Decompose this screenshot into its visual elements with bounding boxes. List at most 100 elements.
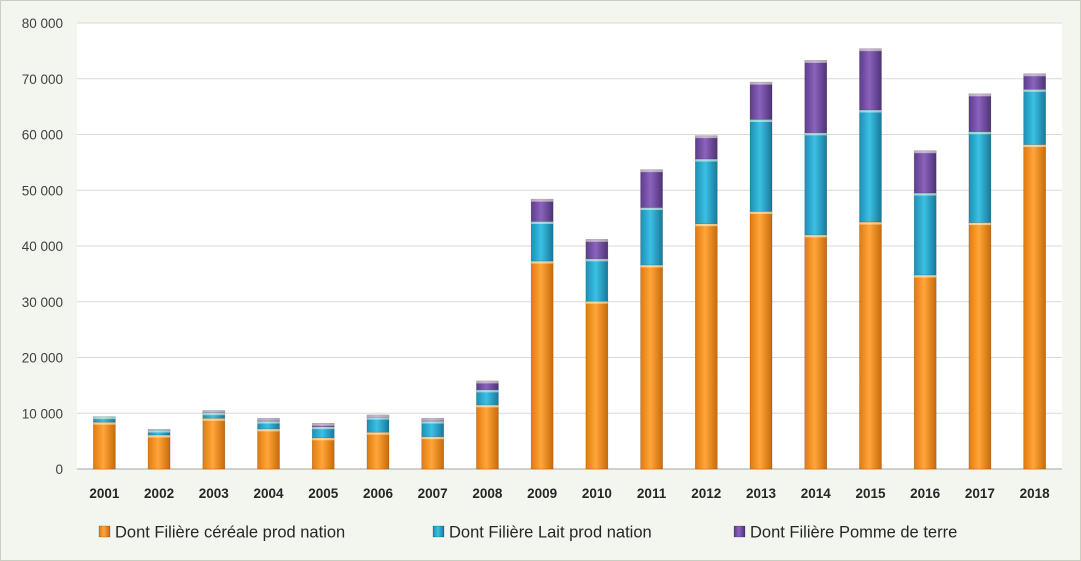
bar-segment-cap: [366, 432, 389, 435]
bar-segment-cap: [859, 109, 882, 113]
bar-segment-cap: [421, 418, 444, 421]
bar-stack-2012: [695, 135, 718, 470]
bar-segment-cap: [968, 131, 991, 135]
legend-item-3: Dont Filière Pomme de terre: [733, 524, 957, 542]
bar-segment-series-1-2012: [695, 223, 718, 470]
bar-stack-2007: [421, 417, 444, 470]
bar-segment-cap: [695, 135, 718, 139]
bar-stack-2010: [585, 239, 609, 470]
bar-segment-cap: [312, 426, 335, 430]
bars: [93, 48, 1046, 470]
bar-segment-cap: [968, 222, 991, 226]
bar-segment-cap: [531, 199, 554, 202]
bar-segment-series-1-2016: [913, 274, 937, 470]
y-tick-label: 0: [55, 462, 63, 477]
legend-swatch: [733, 525, 746, 538]
legend: Dont Filière céréale prod nation Dont Fil…: [98, 524, 957, 542]
bar-segment-cap: [312, 437, 335, 441]
bar-segment-cap: [257, 421, 280, 424]
bar-stack-2016: [913, 150, 937, 470]
x-tick-label: 2006: [363, 486, 394, 501]
legend-item-1: Dont Filière céréale prod nation: [98, 524, 345, 542]
legend-item-2: Dont Filière Lait prod nation: [432, 524, 652, 542]
bar-segment-series-1-2009: [530, 260, 554, 470]
bar-stack-2001: [93, 416, 116, 470]
bar-segment-series-3-2010: [585, 239, 609, 260]
bar-segment-series-1-2001: [93, 421, 116, 470]
bar-segment-series-2-2012: [695, 158, 718, 224]
bar-segment-cap: [93, 422, 116, 425]
bar-segment-cap: [476, 404, 499, 408]
bar-segment-series-3-2015: [859, 48, 882, 111]
bar-stack-2005: [311, 422, 335, 470]
bar-segment-series-1-2018: [1023, 144, 1046, 470]
x-axis-ticks: 2001 2002 2003 2004 2005 2006 2007 2008 2009 2010…: [89, 486, 1050, 501]
bar-segment-cap: [366, 417, 389, 420]
legend-label: Dont Filière Pomme de terre: [750, 524, 957, 542]
x-tick-label: 2010: [582, 486, 612, 501]
x-tick-label: 2016: [910, 486, 941, 501]
bar-segment-cap: [531, 261, 554, 264]
y-axis-ticks: 0 10 000 20 000 30 000 40 000 50 000 60 000 70 …: [22, 16, 63, 477]
bar-segment-cap: [750, 119, 773, 122]
bar-segment-series-2-2015: [859, 109, 882, 223]
bar-segment-series-1-2005: [311, 437, 335, 470]
x-tick-label: 2001: [89, 486, 120, 501]
legend-swatch: [432, 525, 445, 538]
bar-segment-cap: [421, 421, 444, 424]
bar-segment-cap: [1023, 89, 1046, 92]
bar-segment-series-1-2017: [968, 222, 992, 470]
bar-segment-cap: [148, 429, 171, 430]
bar-segment-series-2-2016: [913, 192, 937, 276]
bar-segment-cap: [202, 410, 225, 413]
bar-segment-cap: [476, 389, 499, 393]
y-tick-label: 40 000: [22, 239, 63, 254]
bar-segment-cap: [421, 436, 444, 440]
bar-segment-cap: [312, 423, 335, 426]
x-tick-label: 2012: [691, 486, 721, 501]
bar-stack-2008: [476, 380, 499, 470]
bar-stack-2009: [530, 198, 554, 470]
x-tick-label: 2011: [637, 486, 667, 501]
bar-segment-series-1-2007: [421, 436, 444, 470]
x-tick-label: 2018: [1020, 486, 1051, 501]
bar-segment-cap: [148, 434, 171, 438]
bar-segment-cap: [804, 234, 827, 238]
bar-segment-series-3-2009: [530, 198, 554, 222]
bar-segment-cap: [695, 159, 718, 162]
bar-segment-cap: [914, 193, 937, 196]
bar-stack-2017: [968, 93, 992, 470]
bar-segment-cap: [804, 132, 827, 136]
y-tick-label: 10 000: [22, 406, 63, 421]
legend-label: Dont Filière céréale prod nation: [115, 524, 345, 542]
bar-segment-cap: [914, 150, 937, 154]
bar-segment-series-2-2009: [530, 221, 554, 262]
bar-stack-2014: [804, 60, 828, 470]
bar-segment-cap: [148, 429, 171, 433]
bar-segment-cap: [914, 274, 937, 278]
legend-label: Dont Filière Lait prod nation: [449, 524, 652, 542]
bar-segment-cap: [968, 93, 991, 97]
bar-segment-series-2-2018: [1023, 89, 1046, 145]
bar-segment-series-2-2014: [804, 132, 828, 236]
bar-segment-series-1-2015: [859, 221, 882, 470]
x-tick-label: 2009: [527, 486, 557, 501]
bar-segment-cap: [531, 221, 554, 224]
bar-stack-2004: [257, 417, 280, 470]
y-tick-label: 80 000: [22, 16, 63, 31]
bar-segment-cap: [1023, 73, 1046, 77]
bar-segment-cap: [750, 211, 773, 214]
bar-segment-cap: [257, 418, 280, 421]
bar-segment-series-1-2008: [476, 404, 499, 470]
bar-segment-cap: [585, 239, 608, 242]
x-tick-label: 2003: [199, 486, 230, 501]
bar-stack-2011: [640, 169, 663, 470]
bar-segment-cap: [750, 82, 773, 85]
bar-segment-series-1-2006: [366, 431, 390, 470]
bar-segment-cap: [585, 301, 608, 304]
bar-segment-series-3-2013: [749, 81, 773, 120]
y-tick-label: 70 000: [22, 72, 63, 87]
bar-segment-cap: [640, 207, 663, 211]
bar-segment-cap: [585, 258, 608, 262]
